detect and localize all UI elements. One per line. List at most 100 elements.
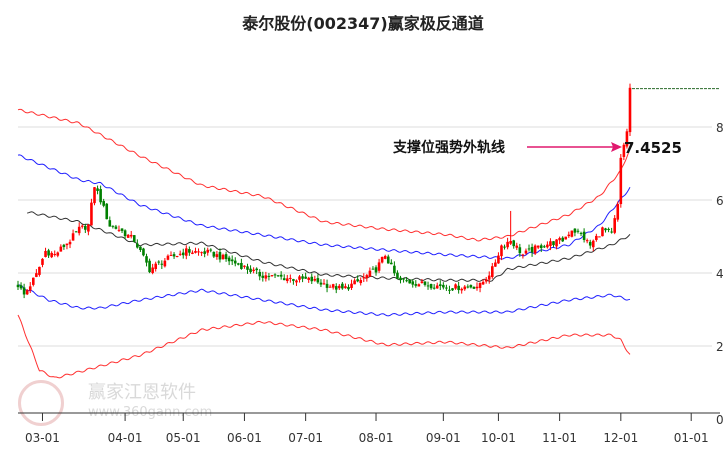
- candle-down: [218, 252, 222, 260]
- candle-down: [432, 287, 436, 289]
- candle-down: [472, 286, 476, 289]
- candle-up: [454, 284, 457, 289]
- candle-up: [475, 286, 479, 289]
- x-tick-label: 11-01: [542, 431, 577, 445]
- watermark-brand: 赢家江恩软件: [88, 382, 196, 403]
- candle-up: [35, 273, 38, 277]
- candle-up: [68, 241, 72, 245]
- y-tick-label: 8: [716, 121, 724, 135]
- candle-down: [249, 268, 252, 272]
- candle-down: [240, 262, 243, 269]
- candle-down: [273, 274, 277, 276]
- candle-down: [255, 268, 258, 271]
- candle-up: [53, 254, 57, 256]
- candle-down: [607, 228, 610, 230]
- candle-up: [77, 226, 81, 234]
- candle-up: [32, 277, 35, 285]
- candle-down: [267, 275, 271, 277]
- candle-down: [588, 241, 592, 246]
- candle-up: [435, 285, 439, 289]
- candle-up: [65, 243, 69, 246]
- candle-up: [264, 275, 268, 279]
- candle-up: [417, 284, 421, 287]
- candle-down: [552, 241, 555, 246]
- candle-up: [298, 276, 301, 280]
- candle-up: [166, 255, 170, 260]
- candle-up: [38, 266, 41, 275]
- candle-down: [212, 251, 216, 257]
- candle-down: [16, 284, 20, 288]
- candle-down: [123, 230, 127, 237]
- candle-up: [546, 244, 549, 248]
- candle-up: [243, 265, 246, 267]
- candle-up: [295, 280, 298, 283]
- candle-down: [84, 225, 87, 230]
- candle-up: [536, 245, 540, 248]
- candle-up: [368, 270, 372, 277]
- candle-up: [591, 240, 595, 248]
- candle-down: [527, 248, 531, 250]
- channel-upper-outer: [17, 108, 631, 242]
- candle-down: [466, 286, 470, 288]
- candle-down: [114, 226, 118, 229]
- candle-up: [478, 282, 482, 288]
- candle-down: [411, 281, 415, 285]
- candle-down: [22, 287, 26, 295]
- candle-up: [359, 280, 363, 284]
- candle-up: [59, 246, 63, 252]
- candle-down: [96, 188, 99, 191]
- candle-up: [252, 269, 255, 272]
- candle-up: [622, 144, 626, 157]
- candle-up: [521, 254, 525, 256]
- candle-up: [365, 275, 369, 279]
- candle-down: [139, 246, 142, 250]
- candle-down: [414, 284, 418, 286]
- candle-down: [145, 256, 148, 263]
- candle-down: [258, 271, 262, 277]
- candle-up: [322, 283, 326, 285]
- candle-down: [62, 244, 66, 248]
- candle-up: [194, 251, 197, 253]
- candle-up: [533, 245, 537, 254]
- candle-down: [310, 276, 314, 282]
- candle-up: [338, 285, 341, 289]
- candle-up: [628, 87, 632, 133]
- candle-down: [347, 286, 350, 290]
- candle-down: [47, 250, 50, 256]
- y-tick-label: 6: [716, 194, 724, 208]
- candle-down: [457, 285, 460, 291]
- candle-up: [595, 235, 598, 240]
- candle-up: [41, 258, 44, 265]
- candle-down: [405, 280, 408, 282]
- candle-up: [380, 256, 384, 263]
- candle-up: [463, 286, 467, 290]
- candle-down: [157, 261, 161, 263]
- candle-down: [539, 245, 543, 249]
- annotation-value: 7.4525: [624, 139, 682, 157]
- candle-up: [509, 240, 512, 244]
- x-tick-label: 10-01: [481, 431, 516, 445]
- candle-up: [619, 157, 623, 205]
- annotation-label: 支撑位强势外轨线: [392, 139, 505, 156]
- candle-up: [50, 252, 53, 258]
- candle-up: [178, 253, 182, 255]
- candle-up: [270, 275, 274, 277]
- candle-down: [148, 260, 151, 273]
- candle-up: [487, 275, 491, 280]
- y-tick-label: 0: [716, 413, 724, 427]
- candle-down: [102, 201, 105, 206]
- candle-down: [604, 228, 607, 231]
- candle-down: [316, 278, 320, 283]
- candle-up: [206, 249, 210, 253]
- candle-up: [613, 218, 616, 233]
- candle-down: [582, 231, 586, 240]
- candle-up: [497, 255, 500, 264]
- candle-down: [334, 286, 338, 290]
- channel-lower-outer: [17, 314, 631, 379]
- candle-down: [530, 247, 534, 253]
- candle-up: [56, 252, 60, 256]
- candle-down: [325, 283, 329, 288]
- x-tick-label: 12-01: [603, 431, 638, 445]
- chart-title: 泰尔股份(002347)赢家极反通道: [242, 14, 484, 33]
